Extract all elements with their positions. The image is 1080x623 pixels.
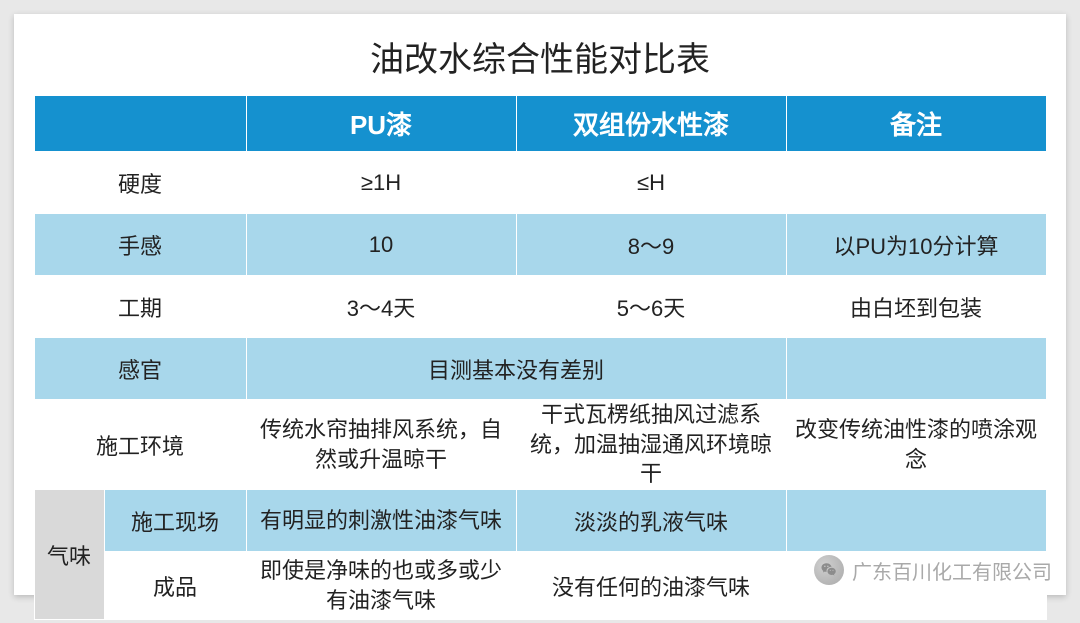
cell-pu: 3～4天 <box>246 276 516 338</box>
cell-label: 手感 <box>34 214 246 276</box>
cell-pu: 即使是净味的也或多或少有油漆气味 <box>246 552 516 620</box>
header-blank <box>34 96 246 152</box>
cell-remark: 以PU为10分计算 <box>786 214 1046 276</box>
row-odor-finish: 成品 即使是净味的也或多或少有油漆气味 没有任何的油漆气味 <box>34 552 1046 620</box>
page: 油改水综合性能对比表 PU漆 双组份水性漆 备注 硬度 ≥1H ≤H 手感 10 <box>14 14 1066 595</box>
header-pu: PU漆 <box>246 96 516 152</box>
cell-water: 淡淡的乳液气味 <box>516 490 786 552</box>
row-touch: 手感 10 8～9 以PU为10分计算 <box>34 214 1046 276</box>
cell-remark: 由白坯到包装 <box>786 276 1046 338</box>
cell-label: 工期 <box>34 276 246 338</box>
cell-remark <box>786 338 1046 400</box>
row-sense: 感官 目测基本没有差别 <box>34 338 1046 400</box>
cell-remark <box>786 152 1046 214</box>
cell-water: 没有任何的油漆气味 <box>516 552 786 620</box>
cell-water: 5～6天 <box>516 276 786 338</box>
header-water: 双组份水性漆 <box>516 96 786 152</box>
cell-remark: 改变传统油性漆的喷涂观念 <box>786 400 1046 490</box>
table-header-row: PU漆 双组份水性漆 备注 <box>34 96 1046 152</box>
cell-pu: 10 <box>246 214 516 276</box>
row-duration: 工期 3～4天 5～6天 由白坯到包装 <box>34 276 1046 338</box>
cell-odor-group: 气味 <box>34 490 104 620</box>
cell-pu: 有明显的刺激性油漆气味 <box>246 490 516 552</box>
comparison-table: PU漆 双组份水性漆 备注 硬度 ≥1H ≤H 手感 10 8～9 以PU为10… <box>34 95 1047 620</box>
cell-remark <box>786 552 1046 620</box>
cell-label: 感官 <box>34 338 246 400</box>
cell-water: ≤H <box>516 152 786 214</box>
cell-water: 8～9 <box>516 214 786 276</box>
cell-label: 硬度 <box>34 152 246 214</box>
cell-pu: 传统水帘抽排风系统，自然或升温晾干 <box>246 400 516 490</box>
cell-merged: 目测基本没有差别 <box>246 338 786 400</box>
header-remark: 备注 <box>786 96 1046 152</box>
cell-pu: ≥1H <box>246 152 516 214</box>
cell-water: 干式瓦楞纸抽风过滤系统，加温抽湿通风环境晾干 <box>516 400 786 490</box>
cell-label: 施工现场 <box>104 490 246 552</box>
cell-label: 施工环境 <box>34 400 246 490</box>
cell-remark <box>786 490 1046 552</box>
row-odor-site: 气味 施工现场 有明显的刺激性油漆气味 淡淡的乳液气味 <box>34 490 1046 552</box>
row-hardness: 硬度 ≥1H ≤H <box>34 152 1046 214</box>
row-env: 施工环境 传统水帘抽排风系统，自然或升温晾干 干式瓦楞纸抽风过滤系统，加温抽湿通… <box>34 400 1046 490</box>
cell-label: 成品 <box>104 552 246 620</box>
page-title: 油改水综合性能对比表 <box>14 14 1066 95</box>
